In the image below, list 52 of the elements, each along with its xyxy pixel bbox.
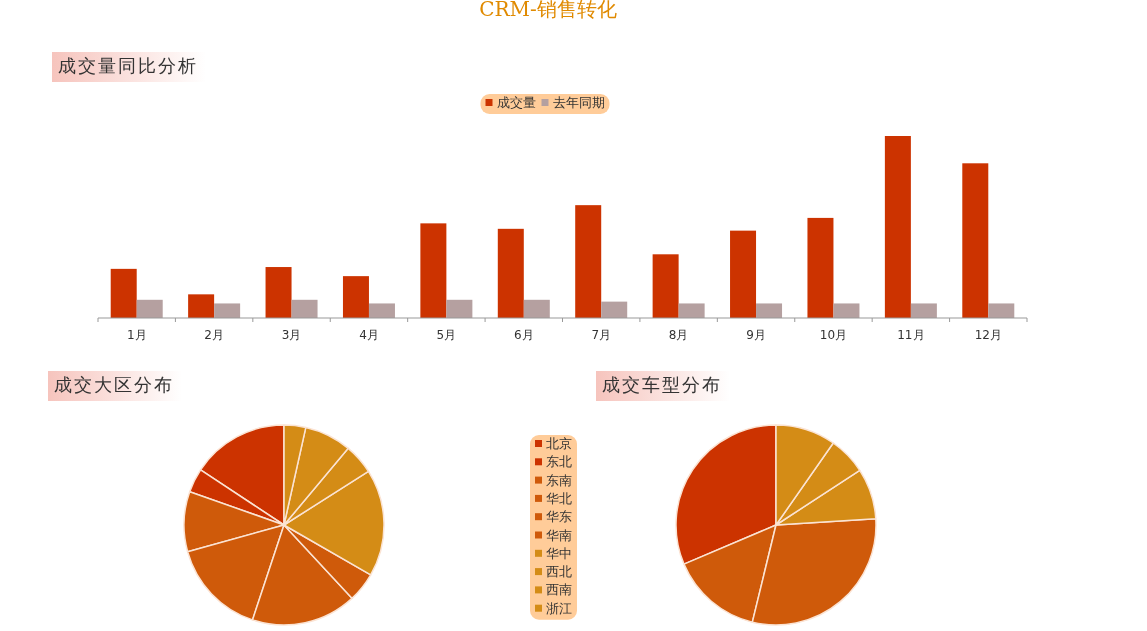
bar <box>807 217 834 318</box>
legend-label: 西南 <box>546 582 572 598</box>
legend-label: 成交量 <box>496 95 536 110</box>
x-tick-label: 5月 <box>436 328 457 342</box>
x-tick-label: 3月 <box>281 328 302 342</box>
bar <box>962 163 989 318</box>
legend-label: 东北 <box>546 454 572 470</box>
x-tick-label: 7月 <box>591 328 612 342</box>
bar <box>214 303 241 318</box>
bar <box>497 228 524 318</box>
x-tick-label: 12月 <box>974 328 1002 342</box>
bar <box>368 303 395 318</box>
chart-title: 成交量同比分析 <box>58 55 198 76</box>
bar <box>188 294 215 318</box>
chart-title: 成交车型分布 <box>602 374 722 395</box>
bar <box>601 301 628 318</box>
chart-title: 成交大区分布 <box>54 374 174 395</box>
legend-label: 华南 <box>546 527 572 543</box>
legend-label: 浙江 <box>546 600 572 616</box>
bar <box>342 276 369 318</box>
x-tick-label: 4月 <box>359 328 379 342</box>
bar <box>265 267 292 318</box>
bar <box>910 303 937 318</box>
legend-label: 北京 <box>546 436 572 451</box>
legend-label: 西北 <box>546 564 572 580</box>
bar <box>575 205 602 318</box>
legend-label: 去年同期 <box>552 95 605 110</box>
bar <box>756 303 783 318</box>
bar <box>833 303 860 318</box>
x-tick-label: 2月 <box>204 328 224 342</box>
legend-label: 华东 <box>546 509 572 525</box>
x-tick-label: 8月 <box>668 328 689 342</box>
bar <box>884 136 911 318</box>
bar <box>652 254 679 318</box>
text: CRM-销售转化 <box>479 0 617 21</box>
bar <box>110 268 137 318</box>
bar <box>678 303 705 318</box>
bar <box>291 299 318 318</box>
x-tick-label: 10月 <box>819 328 848 342</box>
bar <box>523 299 550 318</box>
x-tick-label: 1月 <box>126 328 147 342</box>
bar <box>136 299 163 318</box>
bar <box>730 230 757 318</box>
legend-label: 华北 <box>546 490 572 506</box>
x-tick-label: 9月 <box>746 328 766 342</box>
bar <box>988 303 1015 318</box>
bar <box>420 223 447 318</box>
legend-label: 东南 <box>546 472 572 488</box>
bar <box>446 299 473 318</box>
x-tick-label: 11月 <box>897 328 925 342</box>
legend-label: 华中 <box>546 545 572 561</box>
x-tick-label: 6月 <box>513 328 534 342</box>
